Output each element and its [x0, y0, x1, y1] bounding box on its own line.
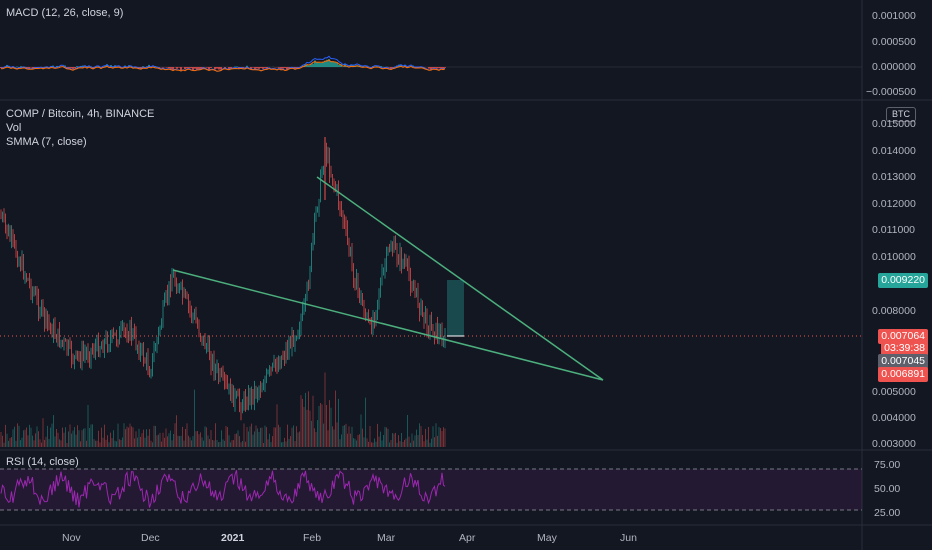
rsi-axis-label: 75.00 [874, 459, 901, 471]
price-axis-label: 0.010000 [872, 251, 916, 263]
rsi-band [0, 469, 862, 510]
bar-countdown: 03:39:38 [881, 341, 928, 356]
time-axis-label: Feb [303, 532, 322, 544]
price-axis-label: 0.004000 [872, 412, 916, 424]
macd-axis-label: 0.000000 [872, 61, 916, 73]
lower-trendline [172, 269, 604, 381]
price-axis-label: 0.013000 [872, 171, 916, 183]
macd-line [0, 55, 446, 72]
low-price-tag: 0.006891 [878, 367, 928, 382]
upper-trendline [316, 176, 604, 381]
rsi-axis-label: 25.00 [874, 507, 901, 519]
time-axis-label: May [537, 532, 557, 544]
price-axis-label: 0.015000 [872, 118, 916, 130]
volume-legend[interactable]: Vol [6, 122, 22, 134]
macd-axis-label: 0.001000 [872, 10, 916, 22]
price-axis-label: 0.012000 [872, 198, 916, 210]
rsi-axis-label: 50.00 [874, 483, 901, 495]
price-axis-label: 0.011000 [872, 224, 916, 236]
rsi-line [0, 470, 446, 508]
time-axis-label: Mar [377, 532, 396, 544]
price-axis-label: 0.003000 [872, 438, 916, 450]
macd-legend[interactable]: MACD (12, 26, close, 9) [6, 7, 124, 19]
time-axis-label: Dec [141, 532, 160, 544]
target-price-tag: 0.009220 [878, 273, 928, 288]
current-price-tag: 0.007064 [878, 329, 928, 344]
macd-axis-label: 0.000500 [872, 36, 916, 48]
price-axis-label: 0.014000 [872, 145, 916, 157]
smma-price-tag: 0.007045 [878, 354, 928, 369]
price-axis-label: 0.005000 [872, 386, 916, 398]
signal-line [0, 59, 446, 72]
time-axis-label: 2021 [221, 532, 245, 544]
time-axis-label: Nov [62, 532, 81, 544]
time-axis-label: Jun [620, 532, 637, 544]
target-zone [447, 280, 464, 336]
macd-axis-label: −0.000500 [866, 86, 916, 98]
time-axis-label: Apr [459, 532, 476, 544]
symbol-title[interactable]: COMP / Bitcoin, 4h, BINANCE [6, 108, 155, 120]
price-axis-label: 0.008000 [872, 305, 916, 317]
rsi-legend[interactable]: RSI (14, close) [6, 456, 79, 468]
currency-badge[interactable]: BTC [886, 107, 916, 122]
smma-legend[interactable]: SMMA (7, close) [6, 136, 87, 148]
